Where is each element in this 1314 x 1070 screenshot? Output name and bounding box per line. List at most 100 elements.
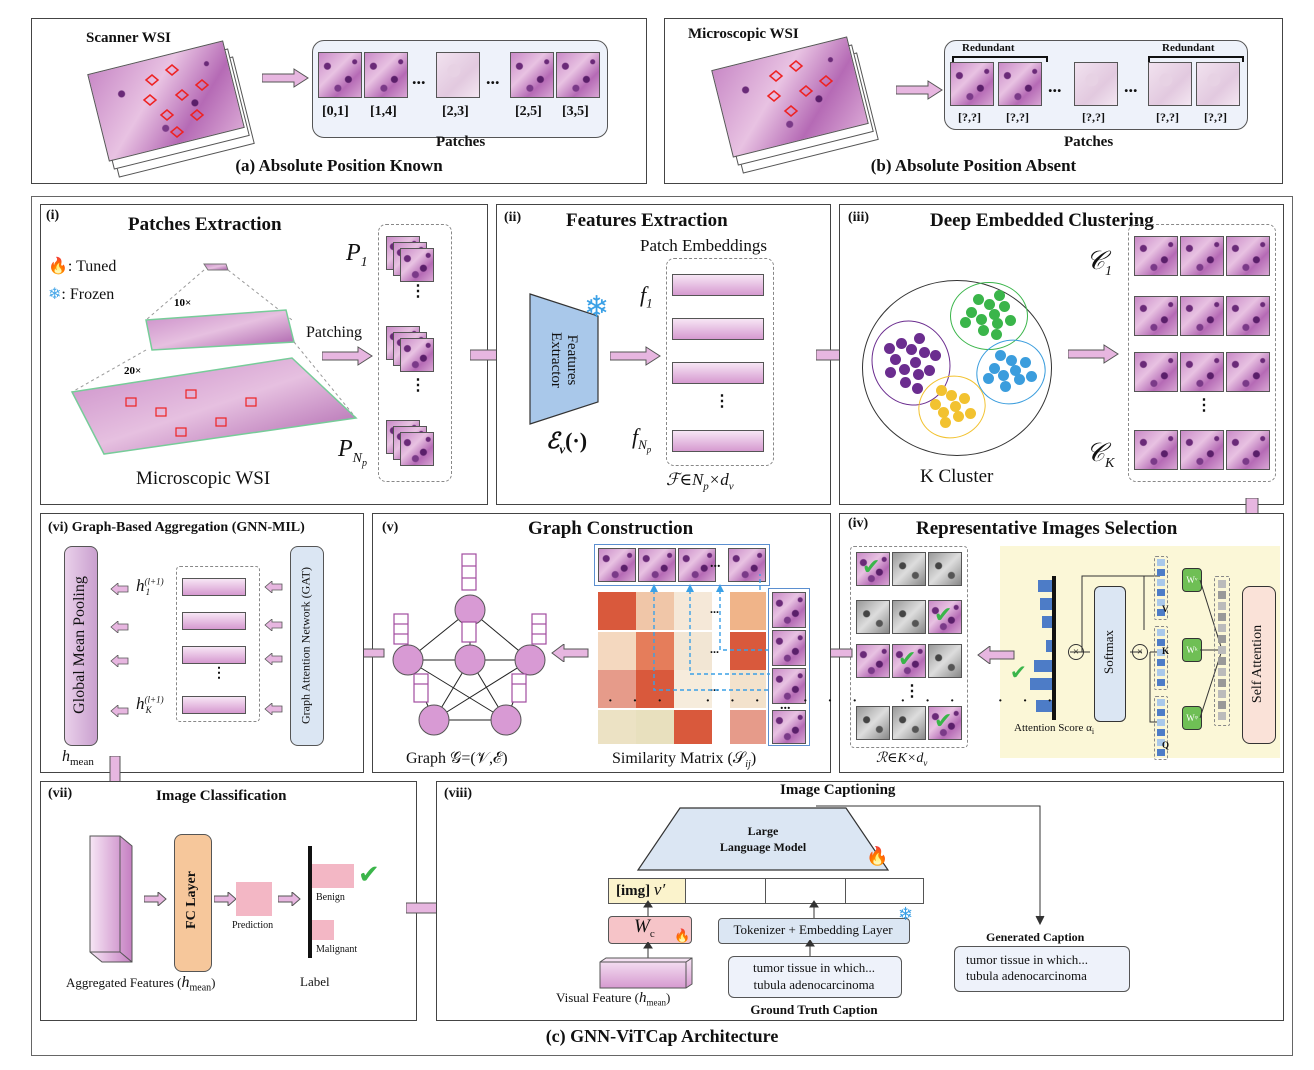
qkv-token [1157,749,1165,756]
patch-b5 [1196,62,1240,106]
cluster-dot [966,306,978,318]
sa-token [1218,602,1226,610]
arrow-agg-fc [144,892,167,906]
sa-token [1218,613,1226,621]
cluster-dot [953,410,965,422]
arrow-gt-tokenizer [805,940,815,956]
main-caption: (c) GNN-ViTCap Architecture [545,1026,779,1046]
fire-icon: 🔥 [48,258,68,275]
qkv-token [1157,579,1165,586]
left-arrow [264,618,284,632]
sim-cell [598,710,636,744]
pos-b3: [?,?] [1082,110,1105,124]
cluster-dot [929,398,941,410]
sa-token [1218,635,1226,643]
cluster-image [1180,430,1224,470]
cluster-green-ellipse [950,282,1028,350]
microscopic-wsi-stack [711,36,890,174]
check-icon: ✔ [898,646,917,671]
pos-a4: [2,5] [515,104,542,119]
embed-2 [672,318,764,340]
arrow-patching [322,346,373,366]
gt-caption-box [728,956,902,998]
fire-wc-icon: 🔥 [674,928,691,943]
rep-image [856,706,890,740]
sa-token [1218,712,1226,720]
gat-box [290,546,324,746]
ellipsis-b2: ... [1124,76,1138,96]
cluster-dot [909,357,921,368]
qkv-token [1157,599,1165,606]
cluster-image [1180,296,1224,336]
sim-label: Similarity Matrix (𝒮ij) [612,750,757,771]
mag20-label: 20× [124,365,141,377]
encoder-label: ℰv(·) [546,428,588,457]
patch-a2 [364,52,408,98]
benign-label: Benign [316,892,345,903]
sim-cell [674,670,712,708]
embeddings-box [666,258,774,466]
check-icon: ✔ [862,554,881,579]
cluster-image [1226,430,1270,470]
cluster-image [1226,352,1270,392]
cluster-dot [989,362,1001,374]
sa-token [1218,679,1226,687]
patches-label-b: Patches [1064,134,1114,150]
snowflake-icon: ❄ [48,286,62,303]
left-arrow [264,652,284,666]
patch-a3 [436,52,480,98]
patch-stack-3c [400,432,434,466]
caption-b: (b) Absolute Position Absent [870,156,1077,175]
wv-box: Wᵛ [1182,568,1202,592]
cluster-image [1134,430,1178,470]
patching-label: Patching [306,324,362,341]
k-label: K [1162,646,1170,656]
malignant-label: Malignant [316,944,358,955]
qkv-token [1157,649,1165,656]
multiply-1-icon: × [1068,644,1084,660]
generated-caption-label: Generated Caption [986,930,1085,944]
arrow-pred-label [278,892,301,906]
tokenizer-label: Tokenizer + Embedding Layer [733,922,893,937]
check-icon: ✔ [934,602,953,627]
token-cell-2 [686,878,766,904]
patch-stack-1c [400,248,434,282]
cluster-dot [1005,315,1017,327]
token-cell-3 [766,878,846,904]
sim-row-dots: ··· ··· ··· ··· ··· [608,694,1073,709]
vdots-iv: ⋮ [904,683,920,700]
hk-label: h(l+1)K [136,694,164,716]
prediction-box [236,882,272,916]
sa-token [1218,690,1226,698]
vdots-ii: ⋮ [714,393,730,410]
redundant-bracket-left [952,56,1048,62]
hmean-label: hmean [62,748,94,769]
sim-cell [636,710,674,744]
cluster-image [1134,296,1178,336]
pos-b5: [?,?] [1204,110,1227,124]
patch-b2 [998,62,1042,106]
num-iii: (iii) [848,210,869,225]
global-mean-pooling-box [64,546,98,746]
c1-label: 𝒞1 [1086,246,1112,280]
rep-image [856,600,890,634]
snowflake-ii-icon: ❄ [584,291,610,324]
check-attn-icon: ✔ [1010,662,1027,684]
cluster-dot [914,333,926,345]
title-iv: Representative Images Selection [916,518,1178,539]
gnn-feat-2 [182,612,246,630]
qkv-token [1157,709,1165,716]
sa-token [1218,668,1226,676]
qkv-token [1157,719,1165,726]
q-label: Q [1162,740,1170,750]
pos-a1: [0,1] [322,104,349,119]
check-benign-icon: ✔ [358,860,380,889]
qkv-column [1154,696,1168,760]
pos-b4: [?,?] [1156,110,1179,124]
sa-token [1218,701,1226,709]
generated-caption-box [954,946,1130,992]
rep-image [856,552,890,586]
qkv-token [1157,639,1165,646]
attention-bar [1046,640,1052,652]
redundant-left: Redundant [962,42,1015,54]
